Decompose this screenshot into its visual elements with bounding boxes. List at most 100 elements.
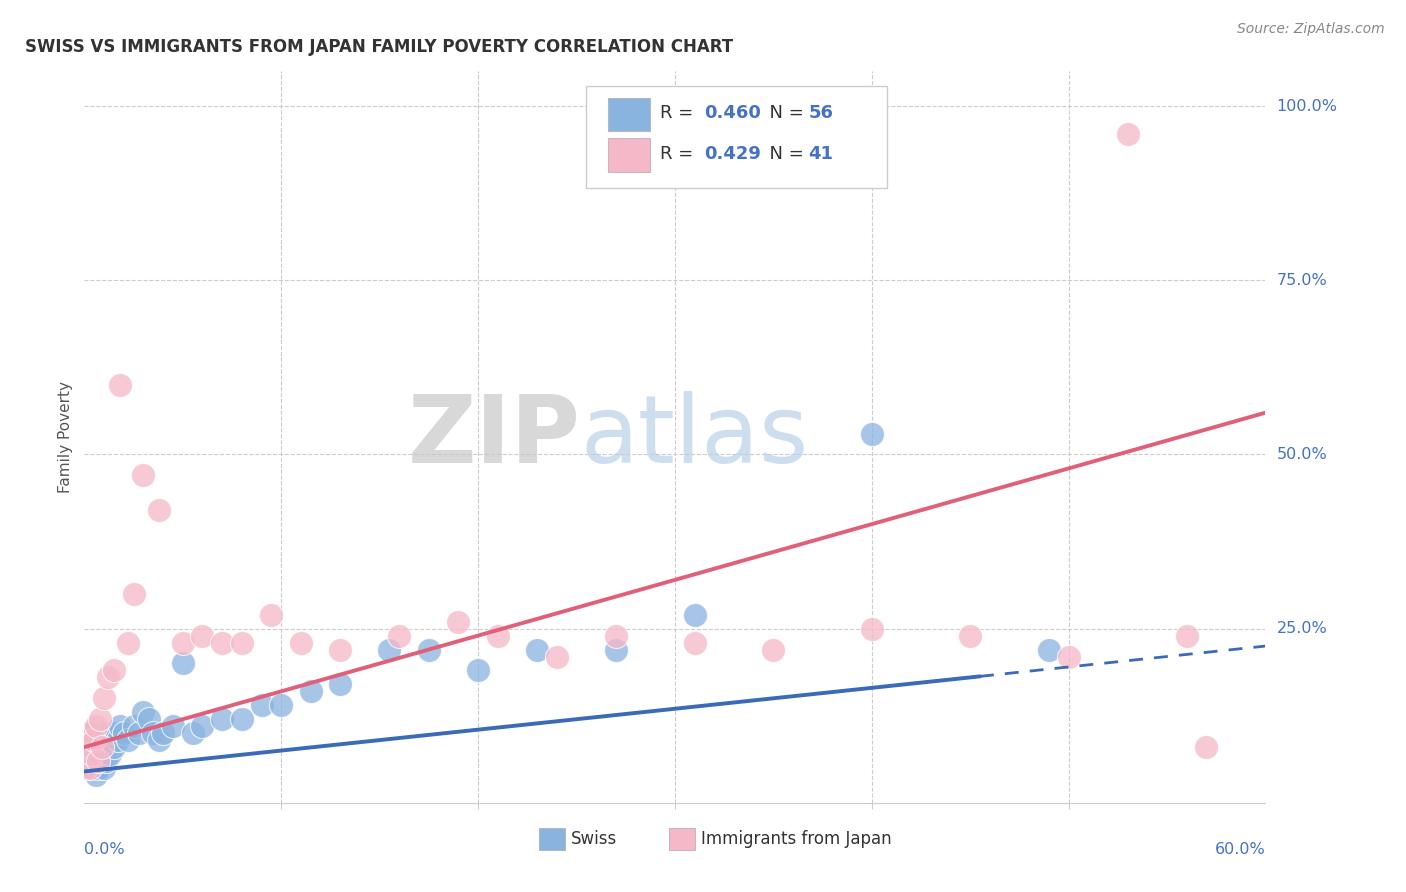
Point	[108, 377, 131, 392]
Point	[162, 719, 184, 733]
Point	[290, 635, 312, 649]
Point	[329, 677, 352, 691]
Point	[77, 740, 100, 755]
Point	[128, 726, 150, 740]
Point	[75, 761, 97, 775]
Point	[1057, 649, 1080, 664]
Text: 0.460: 0.460	[704, 104, 761, 122]
Point	[1038, 642, 1060, 657]
Point	[75, 761, 97, 775]
Point	[148, 503, 170, 517]
Text: N =: N =	[758, 104, 808, 122]
Point	[191, 629, 214, 643]
Point	[526, 642, 548, 657]
Point	[117, 733, 139, 747]
Point	[75, 747, 97, 761]
Point	[132, 705, 155, 719]
Point	[107, 733, 129, 747]
FancyBboxPatch shape	[607, 98, 650, 131]
Point	[75, 733, 97, 747]
Point	[762, 642, 785, 657]
Point	[84, 768, 107, 782]
Point	[83, 733, 105, 747]
Text: ZIP: ZIP	[408, 391, 581, 483]
Point	[138, 712, 160, 726]
Point	[605, 642, 627, 657]
Point	[103, 740, 125, 755]
Point	[388, 629, 411, 643]
Point	[104, 726, 127, 740]
Point	[1195, 740, 1218, 755]
Point	[172, 635, 194, 649]
Point	[467, 664, 489, 678]
Text: R =: R =	[659, 145, 699, 163]
Text: 56: 56	[808, 104, 834, 122]
Point	[270, 698, 292, 713]
Point	[93, 761, 115, 775]
Point	[89, 733, 111, 747]
Point	[75, 747, 97, 761]
Point	[231, 635, 253, 649]
Point	[117, 635, 139, 649]
Point	[148, 733, 170, 747]
Point	[122, 719, 145, 733]
FancyBboxPatch shape	[586, 86, 887, 188]
Point	[486, 629, 509, 643]
Point	[112, 726, 135, 740]
Point	[191, 719, 214, 733]
Text: 41: 41	[808, 145, 834, 163]
Text: 25.0%: 25.0%	[1277, 621, 1327, 636]
Point	[683, 607, 706, 622]
Text: Immigrants from Japan: Immigrants from Japan	[700, 830, 891, 848]
Point	[97, 670, 120, 684]
Text: 60.0%: 60.0%	[1215, 842, 1265, 856]
Point	[152, 726, 174, 740]
Point	[94, 754, 117, 768]
Text: Source: ZipAtlas.com: Source: ZipAtlas.com	[1237, 22, 1385, 37]
Point	[79, 726, 101, 740]
FancyBboxPatch shape	[607, 138, 650, 171]
Point	[75, 733, 97, 747]
Point	[1116, 127, 1139, 141]
Point	[89, 754, 111, 768]
Point	[231, 712, 253, 726]
Point	[91, 740, 114, 755]
Point	[378, 642, 401, 657]
Point	[79, 733, 101, 747]
Point	[101, 733, 124, 747]
Point	[83, 747, 105, 761]
Point	[211, 712, 233, 726]
Point	[97, 726, 120, 740]
Text: Swiss: Swiss	[571, 830, 617, 848]
Point	[83, 761, 105, 775]
Point	[87, 740, 110, 755]
Point	[299, 684, 322, 698]
Point	[860, 622, 883, 636]
Point	[79, 747, 101, 761]
Point	[1175, 629, 1198, 643]
Point	[89, 712, 111, 726]
Point	[79, 761, 101, 775]
Point	[84, 719, 107, 733]
Point	[103, 664, 125, 678]
Point	[77, 726, 100, 740]
Point	[211, 635, 233, 649]
Point	[87, 761, 110, 775]
Text: 75.0%: 75.0%	[1277, 273, 1327, 288]
Point	[93, 740, 115, 755]
Point	[172, 657, 194, 671]
Text: 50.0%: 50.0%	[1277, 447, 1327, 462]
Point	[77, 754, 100, 768]
Point	[93, 691, 115, 706]
Text: 100.0%: 100.0%	[1277, 99, 1337, 113]
Point	[418, 642, 440, 657]
Point	[82, 754, 104, 768]
Point	[447, 615, 470, 629]
Point	[84, 754, 107, 768]
Point	[77, 740, 100, 755]
Text: atlas: atlas	[581, 391, 808, 483]
Bar	[669, 829, 695, 850]
Text: 0.429: 0.429	[704, 145, 761, 163]
Text: 0.0%: 0.0%	[84, 842, 125, 856]
Text: N =: N =	[758, 145, 808, 163]
